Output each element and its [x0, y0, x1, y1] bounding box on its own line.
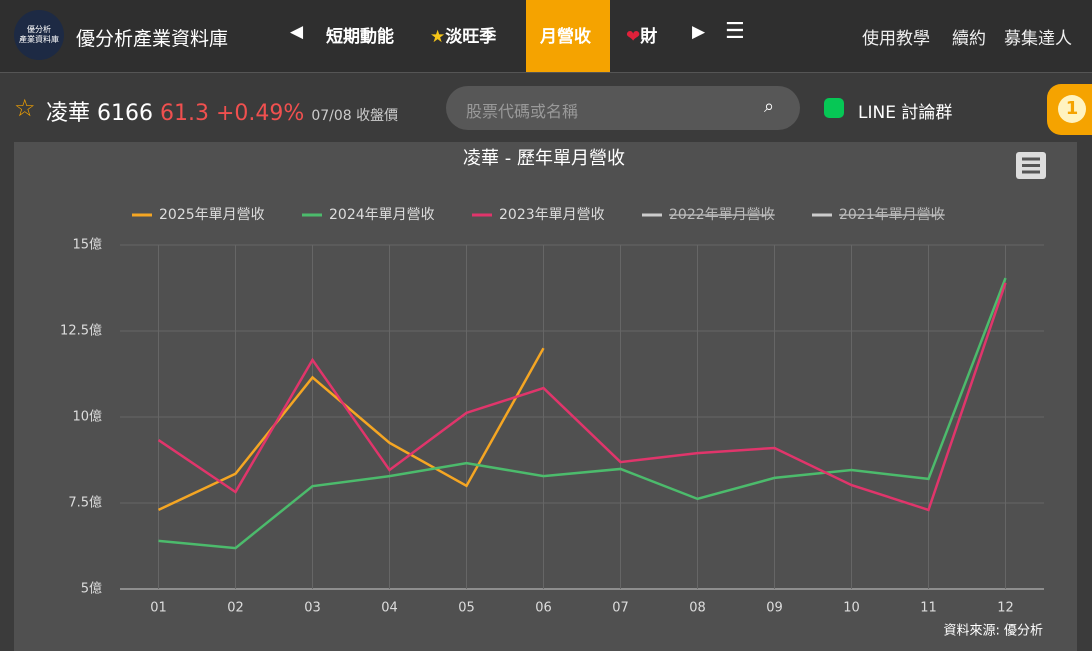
nav-text: 淡旺季	[445, 27, 497, 47]
source-note: 資料來源: 優分析	[943, 624, 1043, 639]
heart-icon: ❤	[626, 27, 641, 47]
series-line	[157, 282, 1007, 512]
prev-arrow[interactable]: ◀	[290, 22, 304, 42]
y-tick-label: 15億	[72, 237, 102, 253]
x-tick-label: 08	[689, 601, 706, 616]
legend-label: 2024年單月營收	[329, 207, 435, 223]
link[interactable]: 募集達人	[1004, 29, 1072, 49]
link[interactable]: 續約	[952, 29, 986, 49]
x-tick-label: 09	[766, 601, 783, 616]
logo-text: 產業資料庫	[19, 35, 59, 44]
favorite-star[interactable]: ☆	[14, 94, 36, 122]
x-tick-label: 02	[227, 601, 244, 616]
nav-item[interactable]: ★淡旺季	[430, 22, 496, 47]
line-icon	[824, 98, 844, 118]
x-tick-label: 03	[304, 601, 321, 616]
nav-active[interactable]: 月營收	[526, 0, 610, 72]
next-arrow[interactable]: ▶	[692, 22, 706, 42]
badge[interactable]: 1	[1047, 84, 1092, 135]
stock-name: 凌華	[46, 101, 91, 126]
x-tick-label: 06	[535, 601, 552, 616]
series-line	[158, 277, 1007, 550]
star-icon: ★	[430, 27, 446, 47]
stock-code: 6166	[97, 101, 154, 126]
menu-icon[interactable]: ☰	[725, 19, 745, 44]
site-title[interactable]: 優分析產業資料庫	[76, 28, 229, 50]
y-tick-label: 12.5億	[60, 323, 102, 339]
x-tick-label: 04	[381, 601, 398, 616]
logo-text: 優分析	[27, 25, 51, 34]
top-bar: 優分析 產業資料庫 優分析產業資料庫 ◀ 短期動能 ★淡旺季 月營收 ❤財 ▶ ☰…	[0, 0, 1092, 73]
chart: 凌華 - 歷年單月營收 資料來源: 優分析 5億 7.5億 10億 12.5億 15億 0…	[14, 142, 1077, 651]
legend-label: 2023年單月營收	[499, 207, 605, 223]
y-tick-label: 5億	[81, 581, 102, 597]
stock-price: 61.3	[160, 101, 209, 126]
stock-date: 07/08 收盤價	[311, 108, 399, 124]
x-tick-label: 10	[843, 601, 860, 616]
legend-label: 2025年單月營收	[159, 207, 265, 223]
stock-title: 凌華 6166 61.3 +0.49% 07/08 收盤價	[46, 95, 398, 127]
line-link[interactable]: LINE 討論群	[858, 103, 953, 123]
chart-bg	[14, 142, 1077, 651]
x-tick-label: 12	[997, 601, 1014, 616]
y-tick-label: 10億	[72, 409, 102, 425]
export-menu[interactable]	[1016, 152, 1046, 179]
nav-text: 財	[640, 27, 658, 47]
search-icon[interactable]: ⌕	[764, 96, 775, 117]
y-tick-label: 7.5億	[68, 495, 102, 511]
chart-title: 凌華 - 歷年單月營收	[463, 148, 625, 169]
x-tick-label: 07	[612, 601, 629, 616]
nav-item[interactable]: 短期動能	[326, 27, 394, 47]
link[interactable]: 使用教學	[862, 29, 930, 49]
search-box[interactable]: 股票代碼或名稱 ⌕	[446, 86, 800, 130]
x-tick-label: 01	[150, 601, 167, 616]
stock-change: +0.49%	[216, 101, 305, 126]
x-tick-label: 05	[458, 601, 475, 616]
nav-text: 月營收	[540, 27, 591, 47]
logo[interactable]: 優分析 產業資料庫	[14, 10, 64, 60]
nav-item[interactable]: ❤財	[626, 22, 657, 47]
series-line	[157, 347, 545, 512]
badge-count: 1	[1058, 95, 1086, 123]
x-tick-label: 11	[920, 601, 937, 616]
search-placeholder: 股票代碼或名稱	[466, 102, 579, 121]
